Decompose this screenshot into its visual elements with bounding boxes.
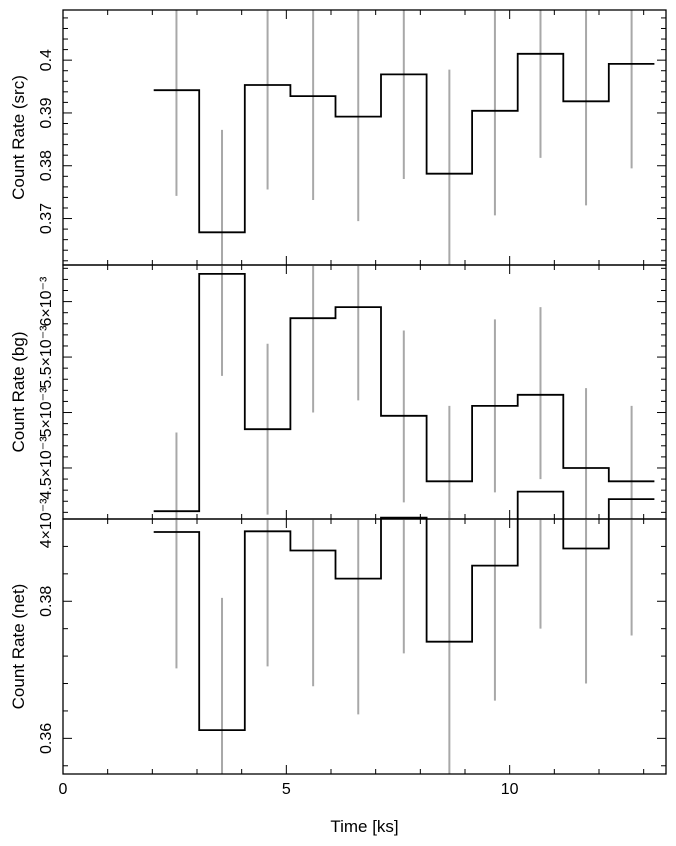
src-y-tick-label: 0.4 (38, 49, 55, 71)
bg-y-tick-label: 6×10⁻³ (38, 276, 55, 326)
panel-net: 0.36 0.38 0 5 10 Count Rate (net) Time [ks] (9, 490, 667, 836)
net-y-ticks: 0.36 0.38 (38, 518, 666, 767)
x-tick-label: 5 (282, 781, 291, 798)
src-y-axis-label: Count Rate (src) (9, 75, 28, 200)
bg-y-tick-label: 5×10⁻³ (38, 387, 55, 437)
panel-src: 0.37 0.38 0.39 0.4 Count Rate (src) (9, 9, 667, 331)
src-x-ticks (62, 10, 645, 265)
src-panel-frame (62, 9, 667, 266)
net-y-axis-label: Count Rate (net) (9, 584, 28, 710)
net-y-tick-label: 0.36 (38, 723, 55, 754)
panel-bg: 4×10⁻³4.5×10⁻³5×10⁻³5.5×10⁻³6×10⁻³ Count… (9, 264, 667, 548)
src-y-tick-label: 0.37 (38, 203, 55, 234)
bg-y-ticks: 4×10⁻³4.5×10⁻³5×10⁻³5.5×10⁻³6×10⁻³ (38, 267, 666, 548)
src-y-tick-label: 0.39 (38, 97, 55, 128)
bg-panel-frame (62, 264, 667, 520)
net-step-line (153, 490, 655, 731)
x-tick-label: 0 (59, 781, 68, 798)
net-x-ticks: 0 5 10 (59, 519, 645, 798)
bg-y-axis-label: Count Rate (bg) (9, 332, 28, 453)
x-axis-label: Time [ks] (330, 817, 398, 836)
bg-y-tick-label: 4×10⁻³ (38, 498, 55, 548)
net-panel-frame (62, 518, 667, 775)
bg-step-line (153, 273, 655, 513)
bg-y-tick-label: 5.5×10⁻³ (38, 325, 55, 389)
bg-y-tick-label: 4.5×10⁻³ (38, 436, 55, 500)
src-step-line (153, 52, 655, 234)
src-y-ticks: 0.37 0.38 0.39 0.4 (38, 17, 666, 262)
bg-x-ticks (62, 265, 645, 519)
x-tick-label: 10 (501, 781, 519, 798)
net-y-tick-label: 0.38 (38, 586, 55, 617)
src-y-tick-label: 0.38 (38, 150, 55, 181)
